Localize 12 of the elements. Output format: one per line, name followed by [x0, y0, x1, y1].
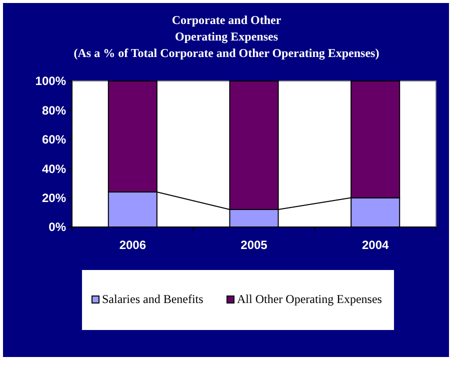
legend-label: All Other Operating Expenses — [237, 292, 382, 306]
x-tick-label: 2006 — [119, 238, 146, 252]
y-tick-label: 80% — [42, 103, 66, 118]
legend-label: Salaries and Benefits — [102, 292, 204, 306]
x-tick-label: 2005 — [240, 238, 268, 252]
y-tick-label: 60% — [42, 132, 66, 147]
x-tick-label: 2004 — [362, 238, 390, 252]
y-tick-label: 0% — [48, 220, 66, 234]
chart-title: Corporate and Other Operating Expenses (As a % of Total Corporate and Other Operating Expenses) — [74, 13, 380, 60]
y-tick-label: 100% — [35, 74, 66, 88]
y-tick-label: 20% — [42, 191, 66, 205]
y-tick-label: 40% — [42, 162, 66, 176]
